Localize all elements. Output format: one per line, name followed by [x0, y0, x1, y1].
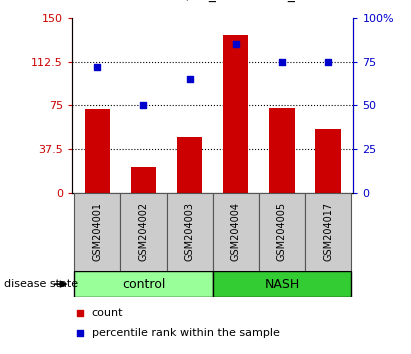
Point [186, 76, 193, 82]
Bar [213, 271, 351, 297]
Text: disease state: disease state [4, 279, 78, 289]
Text: GSM204003: GSM204003 [185, 202, 195, 261]
Text: GSM204002: GSM204002 [139, 202, 148, 262]
Bar [259, 193, 305, 271]
Text: GSM204017: GSM204017 [323, 202, 333, 262]
Bar [74, 193, 120, 271]
Text: GSM204004: GSM204004 [231, 202, 241, 261]
Point [279, 59, 285, 64]
Point [77, 330, 84, 336]
Bar [131, 167, 156, 193]
Text: GSM204005: GSM204005 [277, 202, 287, 262]
Point [233, 41, 239, 47]
Bar [213, 193, 259, 271]
Bar [269, 108, 295, 193]
Text: GDS3431 / rc_AA900505_at: GDS3431 / rc_AA900505_at [117, 0, 309, 2]
Bar [120, 193, 166, 271]
Point [94, 64, 101, 70]
Bar [177, 137, 202, 193]
Bar [74, 271, 213, 297]
Text: count: count [92, 308, 123, 318]
Text: control: control [122, 278, 165, 291]
Text: percentile rank within the sample: percentile rank within the sample [92, 328, 279, 338]
Text: NASH: NASH [264, 278, 300, 291]
Point [77, 310, 84, 316]
Bar [305, 193, 351, 271]
Point [325, 59, 331, 64]
Bar [85, 109, 110, 193]
Bar [315, 129, 341, 193]
Bar [223, 35, 249, 193]
Point [140, 103, 147, 108]
Bar [166, 193, 213, 271]
Text: GSM204001: GSM204001 [92, 202, 102, 261]
